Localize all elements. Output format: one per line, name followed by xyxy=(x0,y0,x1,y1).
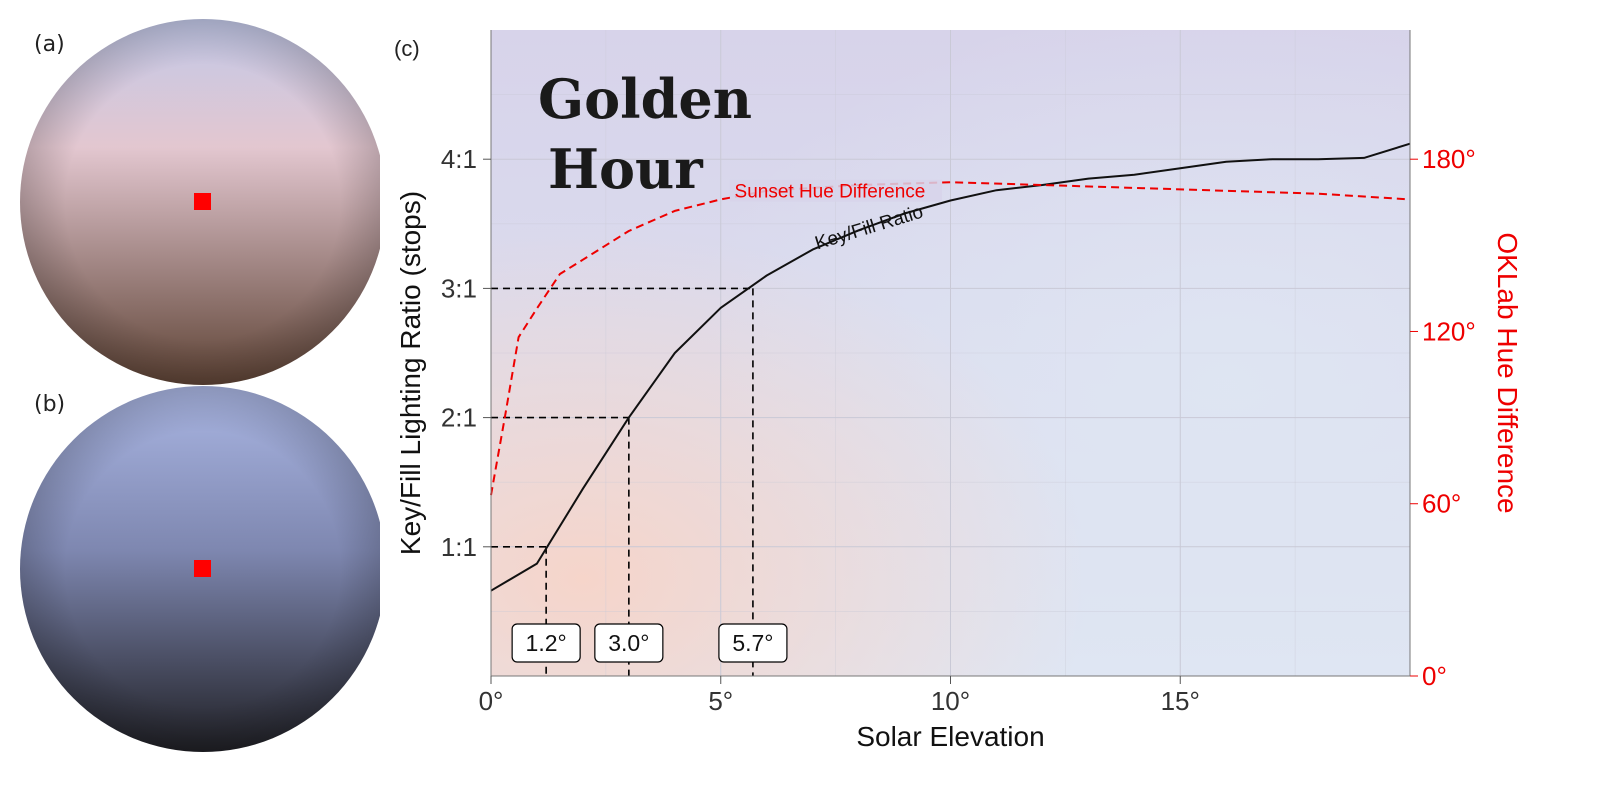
sphere-a-marker xyxy=(194,193,211,210)
y2-tick-label: 60° xyxy=(1422,489,1461,519)
guide-lines xyxy=(491,287,754,676)
panel-label-a: (a) xyxy=(34,32,65,57)
key-label-background xyxy=(813,210,943,246)
annotation-box xyxy=(718,623,788,663)
annotation-label: 3.0° xyxy=(608,630,649,656)
x-axis-label: Solar Elevation xyxy=(856,721,1044,752)
axes: 0° 5° 10° 15° 1:1 2:1 3:1 4:1 0° 60° 120° 180° Solar… xyxy=(395,30,1523,752)
key-fill-ratio-line xyxy=(490,142,1411,592)
annotation-label: 1.2° xyxy=(526,630,567,656)
panel-label-c: (c) xyxy=(394,36,420,61)
x-tick-label: 15° xyxy=(1161,686,1200,716)
hue-difference-line xyxy=(490,181,1411,496)
chart-title-line: Golden xyxy=(538,67,752,131)
annotation-label: 5.7° xyxy=(732,630,773,656)
y-axis-label: Key/Fill Lighting Ratio (stops) xyxy=(395,191,426,555)
y-tick-label: 1:1 xyxy=(441,532,477,562)
y2-axis-label: OKLab Hue Difference xyxy=(1492,232,1523,513)
y2-tick-label: 0° xyxy=(1422,661,1447,691)
y-tick-label: 2:1 xyxy=(441,403,477,433)
y2-tick-label: 180° xyxy=(1422,144,1476,174)
annotation-boxes: 1.2° 3.0° 5.7° xyxy=(511,623,788,663)
sphere-panels xyxy=(20,19,380,752)
annotation-box xyxy=(594,623,664,663)
x-tick-label: 10° xyxy=(931,686,970,716)
annotation-box xyxy=(511,623,581,663)
panel-label-b: (b) xyxy=(34,392,66,417)
x-tick-label: 5° xyxy=(708,686,733,716)
chart-title-line: Hour xyxy=(548,137,703,201)
y-tick-label: 4:1 xyxy=(441,144,477,174)
hue-label-background xyxy=(729,179,942,202)
y2-tick-label: 120° xyxy=(1422,316,1476,346)
sphere-b xyxy=(20,386,380,752)
x-tick-label: 0° xyxy=(479,686,504,716)
hue-difference-label: Sunset Hue Difference xyxy=(735,182,926,203)
y-tick-label: 3:1 xyxy=(441,273,477,303)
sphere-b-marker xyxy=(194,560,211,577)
sphere-a xyxy=(20,19,380,385)
